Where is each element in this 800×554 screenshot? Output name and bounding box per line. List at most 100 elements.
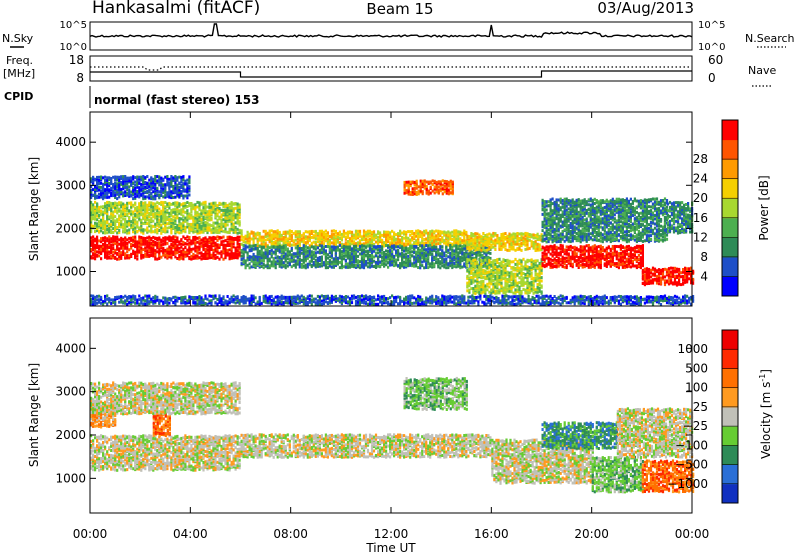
power-cell [120,180,123,184]
power-cell [94,239,97,243]
power-cell [374,254,378,257]
power-cell [318,262,321,266]
power-cell [134,183,137,187]
power-cell [116,257,119,261]
power-cell [478,280,481,284]
power-cell [122,226,125,230]
power-cell [204,250,207,254]
power-cell [451,238,454,241]
power-cell [182,247,185,251]
power-cell [160,255,163,259]
power-heatmap-cells [90,175,695,306]
power-cell [244,237,247,241]
power-cell [399,232,402,236]
power-cell [348,265,352,269]
power-cell [356,263,360,267]
power-cell [166,202,169,206]
power-cell [104,222,107,226]
power-cell [514,248,517,252]
power-cell [114,193,117,197]
power-cell [304,237,307,241]
power-cell [134,235,137,239]
power-cell [421,239,424,243]
power-cell [154,236,157,240]
power-cell [248,266,251,270]
power-cell [348,253,352,257]
power-cell [318,251,321,255]
power-cell [238,253,241,257]
power-cell [128,222,131,226]
power-cell [334,245,337,249]
power-cell [478,233,481,237]
power-cell [188,214,191,218]
power-cell [480,280,483,284]
power-cell [132,240,135,244]
power-cell [486,282,489,286]
power-cell [492,231,495,235]
power-cell [415,184,418,188]
power-cell [160,219,163,223]
power-cell [92,193,95,197]
power-cell [166,209,169,212]
power-cell [222,257,225,261]
power-cell [266,262,269,266]
power-cell [116,211,119,215]
power-cell [198,201,201,205]
power-cell [222,203,225,207]
power-cell [198,219,201,223]
power-cell [106,219,109,223]
power-cell [461,256,464,260]
power-cell [472,232,475,236]
power-cell [350,261,354,265]
power-cell [246,251,249,255]
power-cell [114,255,117,259]
power-cell [453,231,456,235]
power-cell [216,225,219,229]
power-cell [154,195,157,199]
power-cell [516,236,519,239]
power-cell [140,203,143,207]
power-cell [128,209,131,213]
power-cell [230,255,233,259]
power-cell [366,255,370,259]
power-cell [512,278,515,282]
power-cell [204,236,207,240]
power-cell [224,224,227,228]
power-cell [494,285,497,289]
power-cell [100,244,103,248]
power-cell [443,230,446,234]
power-cell [403,246,406,250]
power-cell [399,238,402,242]
power-cell [144,242,147,246]
power-cell [154,253,157,257]
power-cell [94,254,97,258]
power-cell [114,238,117,242]
power-cell [216,250,219,254]
power-cell [130,205,133,209]
power-cell [126,185,129,189]
power-cell [494,238,497,242]
power-cell [427,262,430,266]
power-cell [98,195,101,199]
power-cell [146,240,149,244]
power-cell [431,243,434,247]
power-cell [212,239,215,243]
power-cell [120,215,123,219]
power-cell [202,208,205,212]
power-cell [346,245,350,249]
power-cell [423,184,426,188]
power-cell [196,231,199,235]
power-cell [238,238,241,242]
power-cell [140,212,143,216]
power-cell [278,230,281,234]
power-cell [130,226,133,230]
power-cell [536,266,539,270]
power-cell [391,250,394,254]
power-cell [352,254,356,258]
power-cell [508,248,511,252]
power-cell [110,237,113,241]
power-cell [124,177,127,181]
power-cell [403,265,406,269]
power-cell [504,235,507,239]
power-cell [413,255,416,259]
